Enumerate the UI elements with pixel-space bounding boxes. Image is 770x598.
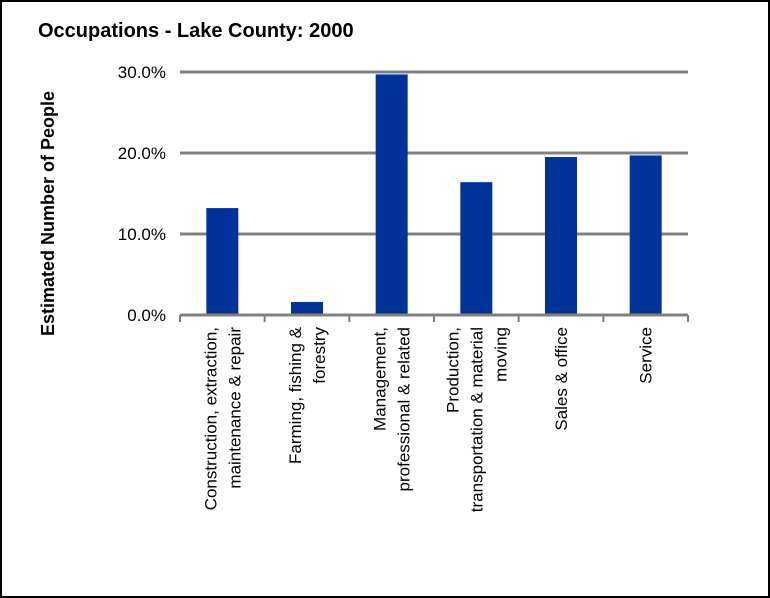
- category-label-3: Production, transportation & material movi…: [443, 327, 510, 512]
- axes: [179, 313, 689, 322]
- y-tick-label-0: 0.0%: [127, 306, 166, 325]
- bar-1: [291, 302, 323, 315]
- category-label-2: Management, professional & related: [371, 327, 414, 491]
- category-label-5-line-0: Service: [637, 327, 656, 384]
- category-label-4-line-0: Sales & office: [552, 327, 571, 431]
- bar-3: [460, 182, 493, 315]
- category-label-3-line-1: transportation & material: [467, 327, 486, 512]
- bars: [206, 74, 662, 316]
- category-label-2-line-1: professional & related: [395, 327, 414, 491]
- category-label-3-line-0: Production,: [443, 327, 462, 413]
- category-labels: Construction, extraction, maintenance & r…: [201, 326, 655, 512]
- category-label-3-line-2: moving: [491, 327, 510, 382]
- y-tick-label-1: 10.0%: [118, 225, 166, 244]
- chart-title: Occupations - Lake County: 2000: [38, 20, 354, 42]
- bar-4: [545, 157, 577, 315]
- y-tick-labels: 0.0% 10.0% 20.0% 30.0%: [118, 63, 166, 325]
- category-label-0-line-0: Construction, extraction,: [201, 327, 220, 510]
- bar-5: [629, 155, 662, 315]
- y-tick-label-3: 30.0%: [118, 63, 166, 82]
- category-label-1-line-1: forestry: [310, 327, 329, 384]
- category-label-5: Service: [637, 327, 656, 384]
- y-axis-label: Estimated Number of People: [38, 91, 58, 336]
- category-label-1-line-0: Farming, fishing &: [286, 326, 305, 464]
- bar-0: [206, 208, 239, 315]
- gridlines: [180, 70, 688, 236]
- category-label-0: Construction, extraction, maintenance & r…: [201, 327, 244, 511]
- category-label-0-line-1: maintenance & repair: [225, 327, 244, 489]
- category-label-1: Farming, fishing & forestry: [286, 326, 329, 464]
- category-label-2-line-0: Management,: [371, 327, 390, 431]
- y-tick-label-2: 20.0%: [118, 144, 166, 163]
- bar-2: [375, 74, 408, 316]
- category-label-4: Sales & office: [552, 327, 571, 431]
